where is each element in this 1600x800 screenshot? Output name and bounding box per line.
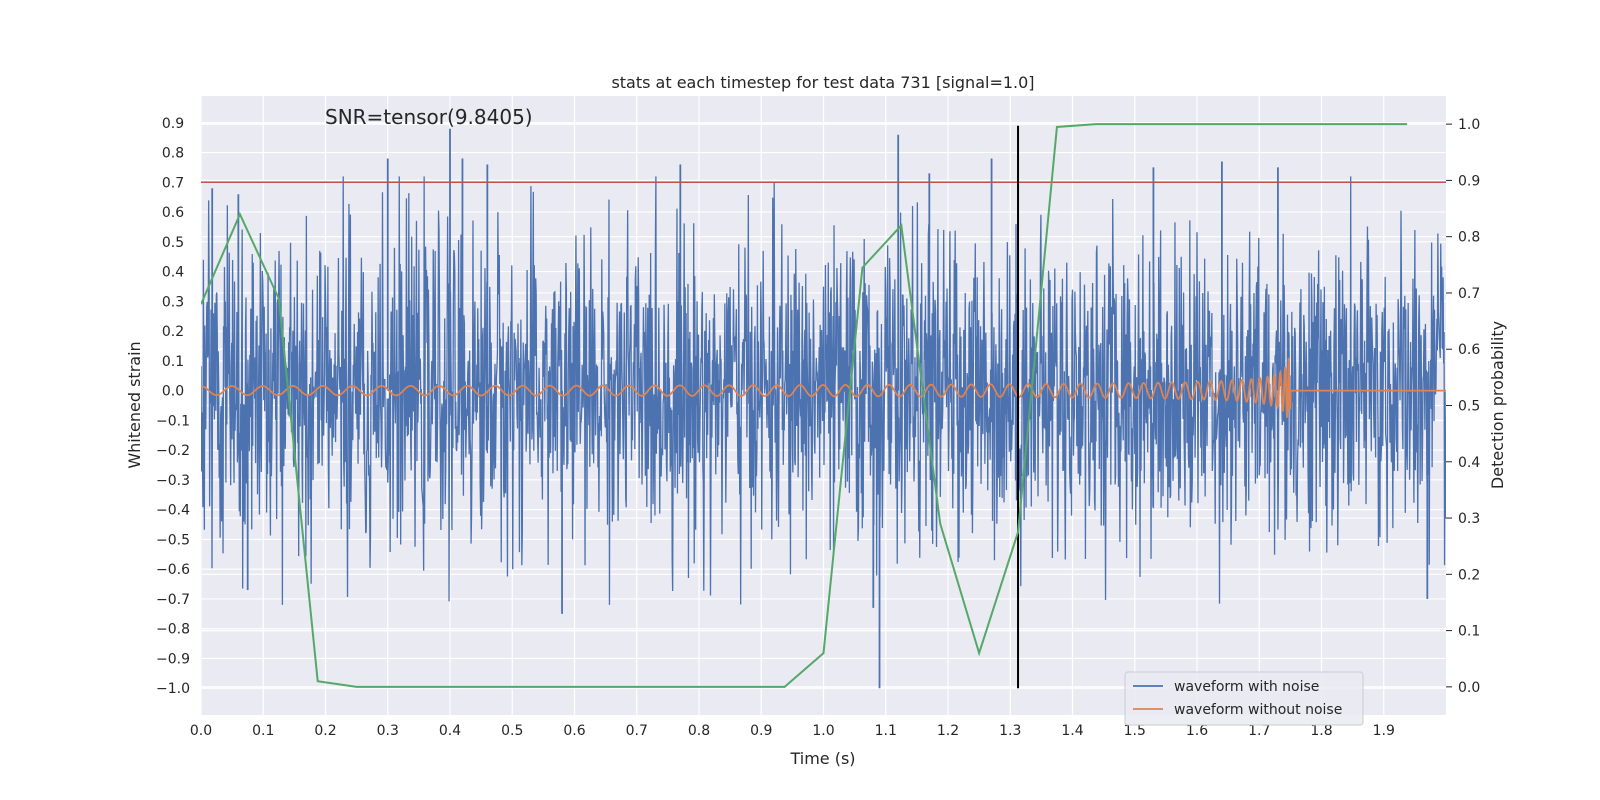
y-tick-label: −0.8 — [156, 622, 190, 638]
y-tick-label: −0.6 — [156, 562, 190, 578]
series-detection-probability — [201, 123, 1408, 688]
y-axis-label: Whitened strain — [125, 341, 144, 468]
y2-axis-ticks: 1.0 0.9 0.8 0.7 0.6 0.5 0.4 0.3 0.2 0.1 0.0 — [1446, 117, 1480, 696]
x-axis-label: Time (s) — [789, 749, 855, 768]
x-tick-label: 1.9 — [1373, 723, 1395, 739]
y2-tick-label: 1.0 — [1458, 117, 1480, 133]
y-tick-label: −0.4 — [156, 503, 190, 519]
series-waveform-without-noise — [201, 357, 1446, 418]
series-layer — [201, 123, 1446, 689]
y-tick-label: −0.2 — [156, 443, 190, 459]
legend-box — [1124, 671, 1364, 726]
y2-tick-label: 0.5 — [1458, 399, 1480, 415]
x-tick-label: 1.6 — [1186, 723, 1208, 739]
y-tick-label: 0.2 — [162, 324, 184, 340]
x-tick-label: 0.1 — [252, 723, 274, 739]
x-tick-label: 0.9 — [750, 723, 772, 739]
y-tick-label: −0.3 — [156, 473, 190, 489]
y2-tick-label: 0.7 — [1458, 286, 1480, 302]
legend: waveform with noise waveform without noi… — [1124, 671, 1364, 726]
chart-title: stats at each timestep for test data 731… — [611, 73, 1034, 92]
y-tick-label: −0.9 — [156, 651, 190, 667]
x-tick-label: 0.5 — [501, 723, 523, 739]
y-tick-label: 0.3 — [162, 294, 184, 310]
y-tick-label: 0.9 — [162, 116, 184, 132]
y-tick-label: −0.7 — [156, 592, 190, 608]
y2-tick-label: 0.8 — [1458, 230, 1480, 246]
x-tick-label: 1.2 — [937, 723, 959, 739]
snr-annotation: SNR=tensor(9.8405) — [325, 105, 533, 129]
y-tick-label: 0.5 — [162, 235, 184, 251]
y2-tick-label: 0.4 — [1458, 455, 1480, 471]
y-tick-label: 0.1 — [162, 354, 184, 370]
x-tick-label: 0.7 — [626, 723, 648, 739]
x-axis-ticks: 0.0 0.1 0.2 0.3 0.4 0.5 0.6 0.7 0.8 0.9 1.0 1.1 1.2 1… — [190, 723, 1395, 739]
y2-tick-label: 0.1 — [1458, 624, 1480, 640]
legend-label-noise: waveform with noise — [1174, 679, 1319, 695]
y-tick-label: −1.0 — [156, 681, 190, 697]
y2-tick-label: 0.3 — [1458, 511, 1480, 527]
y-tick-label: 0.7 — [162, 175, 184, 191]
x-tick-label: 1.8 — [1310, 723, 1332, 739]
x-tick-label: 1.3 — [999, 723, 1021, 739]
y-tick-label: 0.0 — [162, 384, 184, 400]
x-tick-label: 1.1 — [875, 723, 897, 739]
y-tick-label: −0.5 — [156, 532, 190, 548]
y2-axis-label: Detection probability — [1488, 321, 1507, 489]
y-axis-ticks: 0.9 0.8 0.7 0.6 0.5 0.4 0.3 0.2 0.1 0.0 −0.1 −0.2 −0… — [156, 116, 190, 697]
x-tick-label: 0.8 — [688, 723, 710, 739]
y2-tick-label: 0.2 — [1458, 567, 1480, 583]
x-tick-label: 1.4 — [1061, 723, 1083, 739]
y-tick-label: 0.8 — [162, 146, 184, 162]
x-tick-label: 1.5 — [1124, 723, 1146, 739]
y-tick-label: −0.1 — [156, 413, 190, 429]
y2-tick-label: 0.6 — [1458, 342, 1480, 358]
y2-tick-label: 0.9 — [1458, 173, 1480, 189]
x-tick-label: 1.7 — [1248, 723, 1270, 739]
x-tick-label: 0.2 — [314, 723, 336, 739]
x-tick-label: 0.4 — [439, 723, 461, 739]
y-tick-label: 0.4 — [162, 265, 184, 281]
y2-tick-label: 0.0 — [1458, 680, 1480, 696]
x-tick-label: 0.0 — [190, 723, 212, 739]
y-tick-label: 0.6 — [162, 205, 184, 221]
x-tick-label: 0.6 — [563, 723, 585, 739]
x-tick-label: 0.3 — [377, 723, 399, 739]
x-tick-label: 1.0 — [812, 723, 834, 739]
legend-label-clean: waveform without noise — [1174, 702, 1342, 718]
